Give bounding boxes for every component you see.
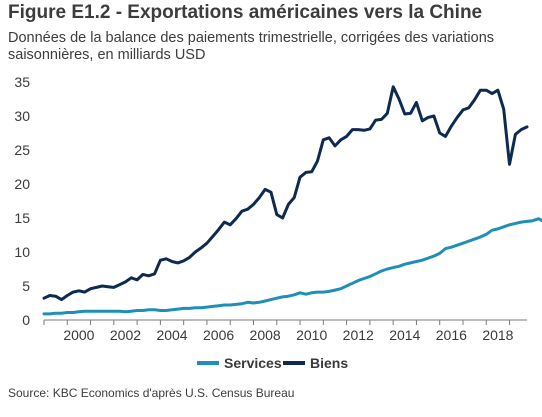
chart-title: Figure E1.2 - Exportations américaines v… xyxy=(8,2,483,23)
x-tick-label: 2002 xyxy=(110,327,141,343)
x-tick-label: 2018 xyxy=(482,327,513,343)
x-tick-label: 2006 xyxy=(203,327,234,343)
y-tick-label: 5 xyxy=(22,278,30,294)
chart-subtitle: Données de la balance des paiements trim… xyxy=(8,30,495,63)
y-tick-label: 30 xyxy=(14,108,30,124)
x-tick-label: 2010 xyxy=(296,327,327,343)
y-tick-label: 15 xyxy=(14,210,30,226)
legend-label-biens: Biens xyxy=(310,355,348,371)
x-tick-label: 2004 xyxy=(156,327,187,343)
series-line-services xyxy=(42,217,542,316)
x-tick-label: 2014 xyxy=(389,327,420,343)
source-note: Source: KBC Economics d'après U.S. Censu… xyxy=(8,386,295,400)
x-tick-label: 2008 xyxy=(250,327,281,343)
y-tick-label: 20 xyxy=(14,176,30,192)
y-tick-label: 0 xyxy=(22,312,30,328)
y-tick-label: 10 xyxy=(14,244,30,260)
x-tick-label: 2016 xyxy=(436,327,467,343)
series-line-biens xyxy=(42,85,529,302)
x-tick-label: 2012 xyxy=(343,327,374,343)
y-tick-label: 35 xyxy=(14,74,30,90)
x-tick-label: 2000 xyxy=(63,327,94,343)
y-tick-label: 25 xyxy=(14,142,30,158)
legend-label-services: Services xyxy=(224,355,282,371)
